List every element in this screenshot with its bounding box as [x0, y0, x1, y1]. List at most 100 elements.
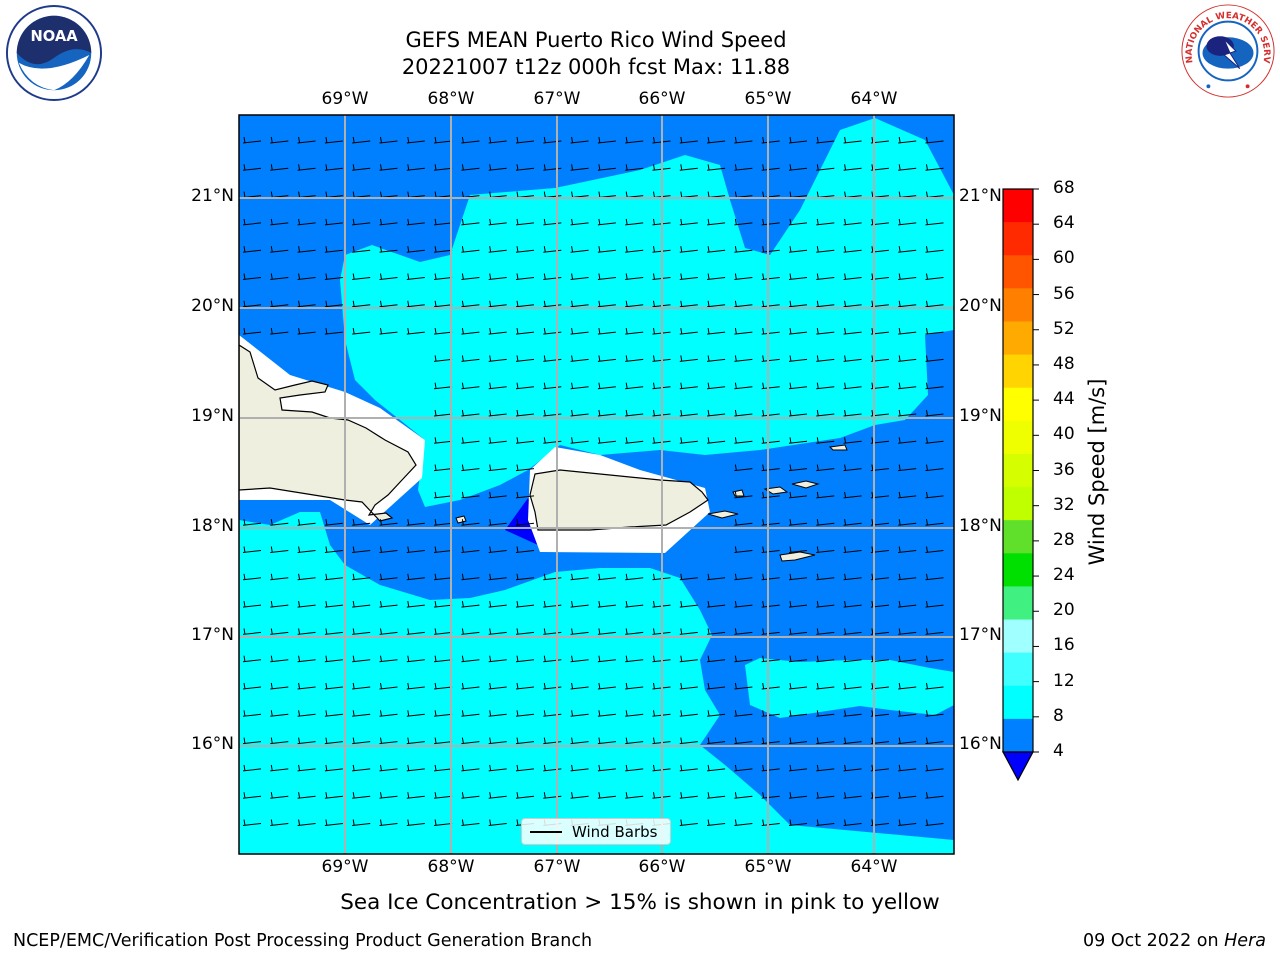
colorbar-tick-label: 12 [1053, 670, 1075, 691]
wind-barb [816, 682, 835, 690]
hispaniola-land [239, 344, 417, 522]
wind-barb [434, 355, 453, 362]
wind-barb [270, 682, 289, 690]
wind-barb [297, 819, 316, 826]
wind-barb [898, 437, 917, 444]
wind-barb [843, 164, 862, 171]
wind-barb [270, 764, 289, 772]
wind-barb [352, 164, 371, 171]
wind-barb [515, 164, 535, 171]
wind-barb [242, 792, 262, 799]
wind-barb [515, 136, 535, 144]
colorbar-segment [1003, 420, 1033, 455]
wind-barb [406, 764, 425, 772]
wind-barb [515, 273, 535, 280]
lon-label-top: 65°W [744, 89, 792, 109]
wind-barb [898, 764, 917, 772]
colorbar-segment [1003, 453, 1033, 488]
wind-barb [488, 710, 507, 717]
wind-barb [352, 573, 371, 581]
wind-barb [843, 300, 862, 308]
wind-barb [270, 710, 289, 717]
wind-barb [352, 519, 371, 526]
wind-barb [734, 491, 753, 499]
wind-barb [379, 273, 398, 280]
wind-barb [461, 246, 480, 253]
wind-barb [734, 573, 753, 581]
wind-barb [570, 409, 589, 417]
wind-barb [788, 246, 808, 253]
wind-barb [788, 737, 808, 745]
wind-barb [625, 382, 644, 390]
wind-barb [270, 792, 289, 799]
wind-barb [788, 382, 808, 390]
wind-barb [898, 546, 917, 553]
wind-barb [625, 710, 644, 717]
wind-barb [707, 218, 726, 226]
wind-barb [461, 300, 480, 308]
wind-barb [324, 164, 343, 171]
wind-barb [352, 300, 371, 308]
wind-barb [788, 328, 808, 335]
wind-barb [816, 546, 835, 553]
lat-label-right: 17°N [959, 625, 1002, 645]
wind-barb [625, 601, 644, 608]
wind-barb [734, 628, 753, 635]
wind-barb [379, 328, 398, 335]
wind-barb [898, 328, 917, 335]
wind-barb [379, 519, 398, 526]
wind-barb [679, 573, 698, 581]
wind-barb [515, 764, 535, 772]
wind-barb [515, 655, 535, 663]
wind-barb [734, 300, 753, 308]
wind-barb [461, 464, 480, 472]
wind-barb [434, 464, 453, 472]
footer-date: 09 Oct 2022 on Hera [1083, 931, 1266, 951]
wind-barb [324, 273, 343, 280]
mona-island [455, 515, 467, 524]
wind-barb [543, 792, 562, 799]
map-frame [238, 114, 955, 855]
wind-barb [406, 710, 425, 717]
wind-barb [297, 546, 316, 553]
wind-barb [816, 764, 835, 772]
wind-barb [379, 573, 398, 581]
lat-label-right: 21°N [959, 186, 1002, 206]
wind-barb [707, 246, 726, 253]
wind-barb [515, 601, 535, 608]
wind-barb [625, 300, 644, 308]
wind-barb [761, 491, 780, 499]
wind-barb [707, 136, 726, 144]
wind-barb [761, 246, 780, 253]
colorbar-tick-label: 68 [1053, 178, 1075, 198]
wind-barb [925, 409, 944, 417]
wind-barb [461, 546, 480, 553]
wind-barb [597, 136, 616, 144]
wind-barb [297, 519, 316, 526]
wind-barb [324, 328, 343, 335]
wind-barb [434, 573, 453, 581]
wind-barb [843, 273, 862, 280]
wind-barb [352, 246, 371, 253]
wind-barb [379, 655, 398, 663]
wind-barb [925, 382, 944, 390]
anegada [828, 444, 848, 451]
lon-label-top: 68°W [427, 89, 475, 109]
wind-barb [488, 519, 507, 526]
wind-barb [679, 601, 698, 608]
nws-logo: NATIONAL WEATHER SERVICE [1178, 2, 1275, 98]
legend-label: Wind Barbs [572, 823, 658, 841]
lon-label-bottom: 64°W [850, 857, 898, 877]
wind-barb [788, 710, 808, 717]
colorbar-tick-label: 40 [1053, 424, 1075, 445]
wind-barb [734, 409, 753, 417]
wind-barb [461, 136, 480, 144]
wind-barb [898, 164, 917, 171]
wind-barb [816, 218, 835, 226]
wind-barb [898, 464, 917, 472]
wind-barb [707, 409, 726, 417]
wind-barb [761, 792, 780, 799]
wind-barb [816, 573, 835, 581]
wind-barb [570, 246, 589, 253]
